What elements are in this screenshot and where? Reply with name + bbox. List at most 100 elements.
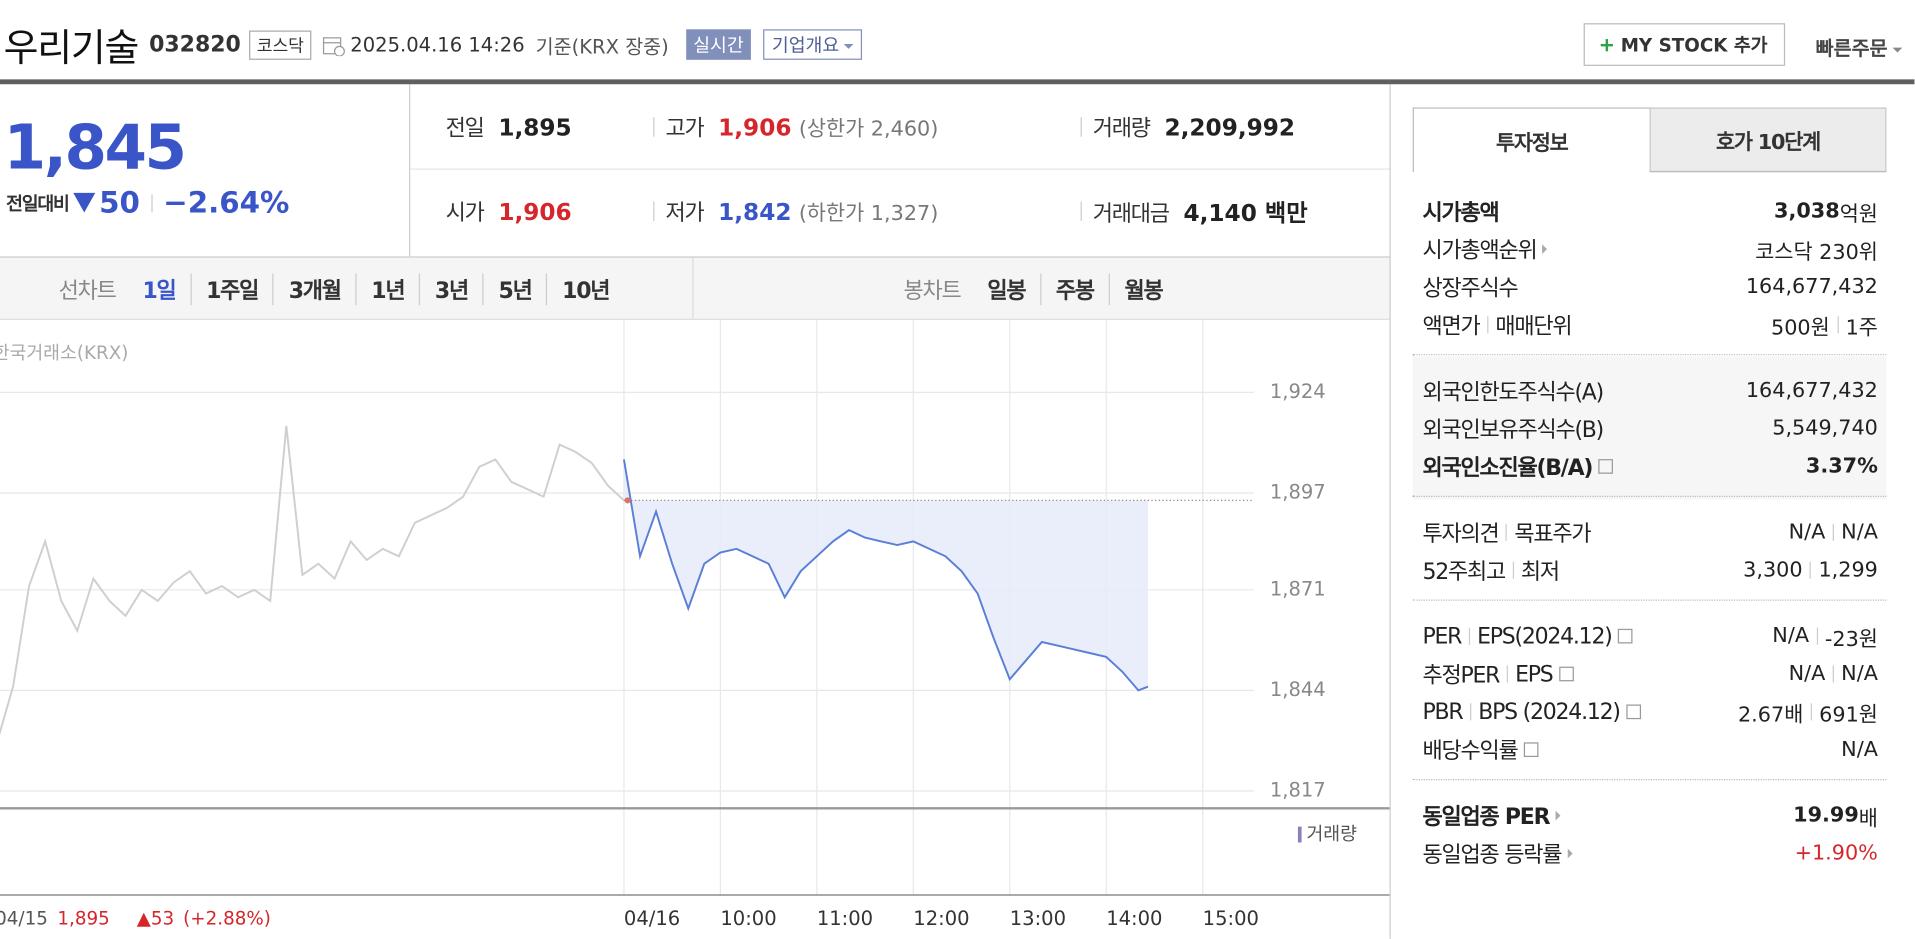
current-price: 1,845: [3, 112, 187, 184]
prev-date: 04/15: [0, 908, 48, 929]
overview-dropdown[interactable]: 기업개요: [763, 29, 863, 60]
summary-item: 시가 1,906: [446, 195, 572, 227]
period-tab[interactable]: 3개월: [272, 273, 356, 306]
group-shade: [1412, 356, 1887, 500]
period-tab[interactable]: 일봉: [987, 278, 1026, 305]
x-tick-label: 11:00: [817, 907, 873, 930]
label-text: 외국인한도주식수(A): [1422, 379, 1604, 406]
info-value: 코스닥 230위: [1755, 234, 1878, 264]
summary-label: 거래량: [1092, 115, 1151, 142]
group-separator: [1412, 495, 1887, 497]
info-value: 500원 1주: [1771, 310, 1878, 340]
info-label: 외국인보유주식수(B): [1422, 413, 1604, 445]
panel-tab[interactable]: 투자정보: [1412, 107, 1651, 173]
separator: [1505, 523, 1508, 541]
line-chart-tabs: 선차트 1일 1주일 3개월 1년 3년 5년 10년: [59, 273, 624, 306]
arrow-icon: [1567, 848, 1573, 859]
info-row: 동일업종 PER 19.99 배: [1413, 799, 1887, 833]
value-text: 3,300: [1743, 557, 1803, 583]
summary-value: 1,906: [718, 114, 792, 142]
y-tick-label: 1,844: [1270, 678, 1326, 701]
chart-source: 한국거래소(KRX): [0, 343, 128, 364]
summary-item: 저가 1,842 (하한가 1,327): [653, 195, 939, 227]
summary-item: 거래대금 4,140 백만: [1080, 195, 1308, 228]
info-label: 시가총액순위: [1422, 233, 1548, 265]
x-tick-label: 14:00: [1106, 907, 1162, 930]
info-label: PER EPS(2024.12): [1422, 623, 1633, 649]
price-limit: (하한가 1,327): [798, 201, 939, 226]
value-text: 3.37%: [1805, 454, 1878, 479]
info-row: 배당수익률 N/A: [1413, 733, 1887, 767]
x-tick-label: 15:00: [1203, 907, 1259, 930]
stock-code: 032820: [149, 31, 241, 58]
value-text: N/A: [1788, 520, 1826, 545]
period-tab[interactable]: 5년: [482, 273, 547, 306]
basis: 기준(KRX 장중): [535, 34, 669, 58]
info-label: 상장주식수: [1422, 271, 1518, 303]
label-text: 외국인소진율(B/A): [1422, 455, 1593, 482]
quick-order-label: 빠른주문: [1815, 36, 1888, 60]
group-separator: [1412, 599, 1887, 601]
y-tick-label: 1,871: [1270, 577, 1326, 600]
period-tab[interactable]: 1년: [355, 273, 419, 306]
label-text: BPS (2024.12): [1478, 699, 1621, 725]
summary-item: 고가 1,906 (상한가 2,460): [653, 111, 938, 143]
help-icon[interactable]: [1617, 628, 1633, 644]
info-value: 164,677,432: [1746, 379, 1878, 403]
label-text: 투자의견: [1422, 521, 1499, 548]
help-icon[interactable]: [1625, 704, 1641, 720]
realtime-badge[interactable]: 실시간: [685, 29, 752, 60]
help-icon[interactable]: [1598, 459, 1613, 474]
period-tab[interactable]: 1주일: [190, 273, 273, 306]
datetime: 2025.04.16 14:26: [350, 32, 525, 57]
value-text: N/A: [1841, 661, 1878, 687]
summary-value: 4,140 백만: [1183, 200, 1308, 228]
divider: [410, 168, 1390, 170]
x-tick-label: 10:00: [720, 907, 776, 930]
label-text: 액면가: [1422, 313, 1480, 340]
arrow-icon: [1542, 244, 1548, 254]
value-text: N/A: [1772, 623, 1810, 649]
plus-icon: [1601, 38, 1614, 51]
summary-label: 시가: [445, 200, 485, 226]
info-value: 3.37%: [1806, 454, 1878, 478]
label-text: PER: [1422, 623, 1462, 649]
help-icon[interactable]: [1558, 666, 1574, 682]
info-row: 외국인보유주식수(B) 5,549,740: [1413, 411, 1887, 445]
period-tab[interactable]: 주봉: [1040, 273, 1109, 306]
info-row: PBR BPS (2024.12) 2.67배 691원: [1413, 695, 1887, 729]
period-tab[interactable]: 3년: [419, 273, 483, 306]
prev-close: 1,895: [57, 908, 109, 929]
fill-area: [623, 459, 1149, 691]
period-tab[interactable]: 월봉: [1108, 273, 1178, 306]
summary-item: 거래량 2,209,992: [1080, 111, 1295, 143]
panel-tab[interactable]: 호가 10단계: [1649, 107, 1887, 173]
info-row: 추정PER EPS N/A N/A: [1413, 657, 1887, 691]
info-row: 동일업종 등락률 +1.90%: [1413, 836, 1887, 870]
info-row: 외국인소진율(B/A) 3.37%: [1413, 449, 1887, 483]
period-tab[interactable]: 10년: [546, 273, 624, 306]
value-text: 2.67배: [1737, 702, 1804, 728]
help-icon[interactable]: [1523, 742, 1539, 758]
volume-legend: 거래량: [1306, 824, 1357, 845]
label-text: 추정PER: [1422, 663, 1500, 689]
x-tick-label: 13:00: [1010, 907, 1066, 930]
value-text: 19.99: [1793, 803, 1859, 828]
my-stock-label: MY STOCK 추가: [1620, 34, 1768, 57]
label-text: 상장주식수: [1422, 275, 1518, 302]
volume-legend-swatch: [1297, 826, 1302, 843]
quick-order[interactable]: 빠른주문: [1816, 32, 1903, 61]
period-tab[interactable]: 1일: [142, 278, 176, 305]
unit: 배: [1858, 806, 1878, 831]
info-row: 상장주식수 164,677,432: [1413, 270, 1887, 304]
divider: [692, 257, 694, 319]
label-text: 시가총액순위: [1422, 238, 1537, 264]
info-label: 동일업종 PER: [1422, 800, 1561, 832]
info-label: 외국인한도주식수(A): [1422, 375, 1604, 407]
my-stock-button[interactable]: MY STOCK 추가: [1583, 23, 1786, 66]
separator: [1832, 523, 1834, 541]
value-text: 1,299: [1818, 557, 1878, 583]
info-label: 외국인소진율(B/A): [1422, 451, 1613, 483]
